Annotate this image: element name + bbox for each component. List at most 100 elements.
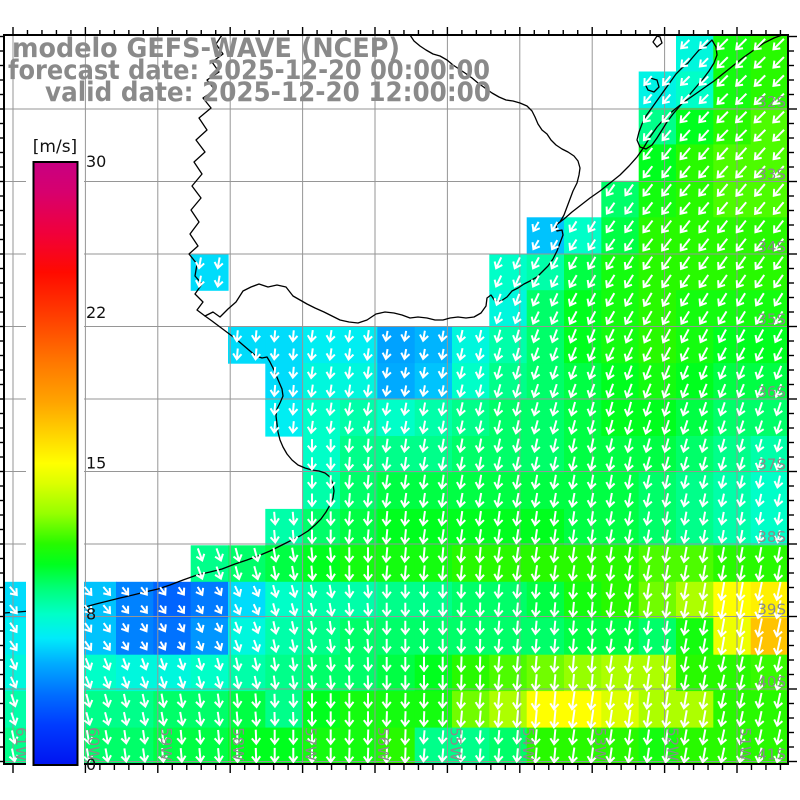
wind-arrow	[717, 238, 729, 252]
wind-arrow	[381, 438, 392, 454]
wind-arrow	[754, 402, 765, 417]
wind-arrow	[567, 401, 578, 417]
wind-arrow	[437, 620, 448, 636]
wind-arrow	[214, 657, 224, 672]
wind-arrow	[624, 747, 634, 764]
wind-arrow	[102, 748, 112, 764]
wind-arrow	[195, 548, 206, 562]
wind-arrow	[363, 638, 374, 654]
wind-cell	[452, 326, 490, 364]
wind-arrow	[381, 675, 392, 691]
wind-arrow	[139, 622, 149, 633]
wind-arrow	[735, 581, 746, 602]
wind-cell	[676, 508, 714, 546]
wind-arrow	[661, 183, 672, 197]
wind-arrow	[736, 420, 746, 435]
wind-arrow	[363, 565, 373, 582]
wind-arrow	[362, 384, 373, 398]
wind-arrow	[698, 292, 709, 307]
wind-arrow	[530, 638, 541, 654]
wind-arrow	[120, 658, 131, 671]
wind-arrow	[362, 529, 373, 545]
wind-arrow	[754, 729, 765, 746]
wind-arrow	[307, 747, 317, 764]
wind-arrow	[307, 693, 317, 709]
wind-arrow	[549, 383, 559, 399]
wind-arrow	[549, 420, 560, 435]
wind-arrow	[661, 310, 672, 326]
wind-arrow	[8, 730, 19, 745]
wind-arrow	[512, 383, 522, 399]
wind-arrow	[530, 347, 541, 362]
wind-arrow	[400, 529, 411, 545]
wind-arrow	[456, 348, 466, 362]
wind-arrow	[586, 511, 597, 527]
wind-arrow	[735, 165, 748, 179]
wind-arrow	[474, 748, 485, 763]
wind-arrow	[661, 93, 672, 105]
wind-arrow	[773, 420, 783, 435]
wind-arrow	[586, 474, 597, 490]
wind-arrow	[717, 383, 727, 399]
wind-arrow	[157, 729, 168, 746]
wind-arrow	[102, 622, 111, 633]
wind-arrow	[344, 747, 355, 764]
wind-arrow	[158, 586, 167, 596]
wind-arrow	[605, 456, 616, 472]
wind-cell	[302, 618, 341, 656]
wind-arrow	[698, 620, 709, 637]
wind-arrow	[716, 165, 729, 179]
wind-arrow	[158, 676, 168, 690]
wind-arrow	[493, 602, 504, 618]
wind-arrow	[642, 583, 653, 601]
wind-arrow	[474, 348, 485, 362]
wind-arrow	[214, 604, 223, 615]
wind-arrow	[605, 383, 615, 399]
wind-arrow	[8, 712, 19, 726]
wind-arrow	[736, 402, 746, 417]
wind-arrow	[717, 546, 728, 564]
wind-arrow	[493, 546, 504, 564]
wind-arrow	[363, 584, 374, 599]
wind-arrow	[698, 529, 709, 545]
wind-arrow	[698, 93, 709, 105]
wind-arrow	[568, 673, 579, 692]
wind-arrow	[474, 366, 485, 380]
wind-arrow	[456, 384, 466, 398]
wind-arrow	[680, 39, 691, 50]
south-coastline	[3, 315, 335, 614]
wind-cell	[190, 253, 229, 291]
forecast-date-line: forecast date: 2025-12-20 00:00:00	[8, 55, 490, 86]
wind-arrow	[568, 511, 578, 527]
wind-arrow	[307, 620, 318, 636]
wind-arrow	[605, 292, 616, 307]
wind-arrow	[773, 238, 785, 252]
wind-arrow	[754, 710, 765, 728]
wind-arrow	[213, 711, 224, 727]
wind-arrow	[735, 656, 746, 673]
wind-arrow	[214, 640, 224, 652]
wind-arrow	[512, 638, 523, 654]
wind-arrow	[698, 238, 710, 252]
wind-arrow	[716, 93, 729, 106]
wind-arrow	[307, 457, 317, 471]
wind-cell	[377, 472, 416, 510]
wind-arrow	[400, 330, 411, 343]
wind-cell	[377, 545, 416, 583]
wind-cell	[452, 363, 490, 401]
wind-arrow	[530, 565, 541, 582]
wind-arrow	[605, 583, 616, 600]
wind-arrow	[679, 383, 690, 399]
wind-arrow	[661, 456, 672, 472]
wind-arrow	[550, 221, 559, 233]
wind-arrow	[624, 546, 634, 564]
wind-arrow	[679, 620, 690, 637]
wind-arrow	[307, 529, 317, 545]
wind-arrow	[568, 256, 578, 271]
wind-arrow	[568, 565, 578, 582]
wind-arrow	[735, 692, 746, 710]
wind-arrow	[679, 600, 690, 619]
wind-arrow	[456, 584, 467, 600]
wind-arrow	[381, 547, 392, 564]
wind-arrow	[549, 510, 560, 527]
